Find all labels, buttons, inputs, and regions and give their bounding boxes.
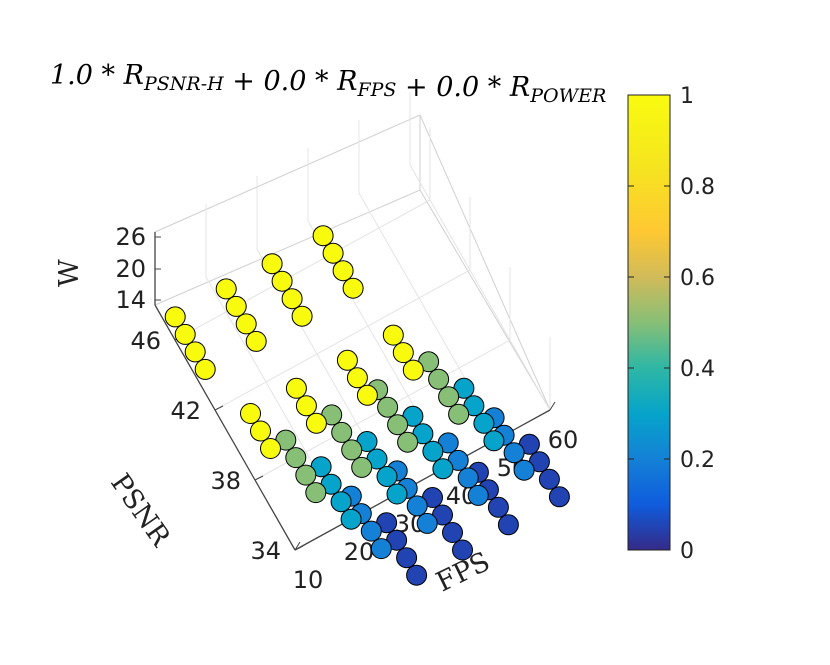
z-tick-label: 26 bbox=[115, 223, 146, 251]
data-point bbox=[331, 421, 353, 443]
data-point bbox=[392, 342, 414, 364]
data-point bbox=[305, 412, 327, 434]
colorbar-tick-label: 0.8 bbox=[680, 175, 715, 200]
data-point bbox=[457, 467, 479, 489]
data-point bbox=[438, 386, 460, 408]
scatter-points bbox=[164, 225, 570, 586]
colorbar-tick-label: 0 bbox=[680, 539, 694, 564]
data-point bbox=[397, 431, 419, 453]
data-point bbox=[336, 349, 358, 371]
colorbar-tick-label: 0.6 bbox=[680, 266, 715, 291]
data-point bbox=[281, 288, 303, 310]
data-point bbox=[377, 396, 399, 418]
data-point bbox=[164, 306, 186, 328]
data-point bbox=[487, 496, 509, 518]
data-point bbox=[382, 324, 404, 346]
data-point bbox=[503, 442, 525, 464]
y-tick-label: 38 bbox=[210, 467, 241, 495]
x-tick-label: 20 bbox=[344, 538, 375, 566]
data-point bbox=[215, 278, 237, 300]
data-point bbox=[386, 483, 408, 505]
colorbar-tick-label: 1 bbox=[680, 84, 694, 109]
data-point bbox=[291, 305, 313, 327]
data-point bbox=[442, 522, 463, 543]
data-point bbox=[184, 341, 206, 363]
chart-title: 1.0 * RPSNR-H + 0.0 * RFPS + 0.0 * RPOWE… bbox=[50, 60, 606, 107]
colorbar-ticks: 0 0.2 0.4 0.6 0.8 1 bbox=[628, 84, 715, 564]
data-point bbox=[370, 538, 392, 560]
data-point bbox=[406, 495, 428, 517]
data-point bbox=[396, 547, 418, 569]
data-point bbox=[356, 384, 378, 406]
data-point bbox=[174, 323, 196, 345]
y-axis-label: PSNR bbox=[104, 468, 176, 552]
data-point bbox=[340, 508, 362, 530]
data-point bbox=[448, 403, 470, 425]
z-tick-label: 14 bbox=[115, 286, 146, 314]
data-point bbox=[467, 484, 489, 506]
data-point bbox=[285, 447, 307, 469]
colorbar-tick-label: 0.4 bbox=[680, 357, 715, 382]
data-point bbox=[332, 260, 354, 282]
y-tick-label: 42 bbox=[170, 397, 201, 425]
data-point bbox=[428, 368, 450, 390]
z-tick-label: 20 bbox=[115, 255, 146, 283]
data-point bbox=[330, 491, 352, 513]
x-tick-label: 10 bbox=[293, 566, 324, 594]
data-point bbox=[402, 359, 424, 381]
data-point bbox=[295, 395, 317, 417]
colorbar-tick-label: 0.2 bbox=[680, 448, 715, 473]
data-point bbox=[194, 358, 216, 380]
data-point bbox=[235, 313, 257, 335]
y-tick-label: 46 bbox=[130, 327, 161, 355]
data-point bbox=[322, 242, 344, 264]
data-point bbox=[346, 367, 368, 389]
z-axis-label: W bbox=[54, 259, 85, 287]
data-point bbox=[497, 514, 519, 536]
data-point bbox=[271, 270, 293, 292]
data-point bbox=[432, 458, 454, 480]
data-point bbox=[260, 438, 281, 459]
data-point bbox=[376, 466, 398, 487]
data-point bbox=[285, 377, 307, 399]
data-point bbox=[483, 430, 505, 452]
y-tick-label: 34 bbox=[250, 537, 281, 565]
data-point bbox=[261, 253, 283, 275]
data-point bbox=[245, 330, 267, 352]
data-point bbox=[473, 412, 495, 434]
data-point bbox=[342, 277, 364, 299]
data-point bbox=[422, 440, 444, 462]
data-point bbox=[513, 459, 535, 481]
data-point bbox=[250, 420, 271, 442]
data-point bbox=[360, 520, 382, 542]
x-tick-label: 60 bbox=[548, 426, 579, 454]
data-point bbox=[387, 414, 409, 436]
data-point bbox=[548, 486, 570, 508]
data-point bbox=[312, 225, 334, 247]
data-point bbox=[305, 482, 327, 504]
data-point bbox=[225, 295, 247, 317]
data-point bbox=[240, 403, 261, 424]
psnr-axis-line bbox=[154, 304, 296, 551]
data-point bbox=[538, 468, 560, 490]
data-point bbox=[341, 439, 363, 461]
data-point bbox=[452, 539, 473, 561]
data-point bbox=[295, 464, 317, 486]
colorbar bbox=[627, 94, 671, 551]
data-point bbox=[406, 564, 428, 586]
data-point bbox=[351, 456, 373, 478]
data-point bbox=[416, 512, 438, 534]
